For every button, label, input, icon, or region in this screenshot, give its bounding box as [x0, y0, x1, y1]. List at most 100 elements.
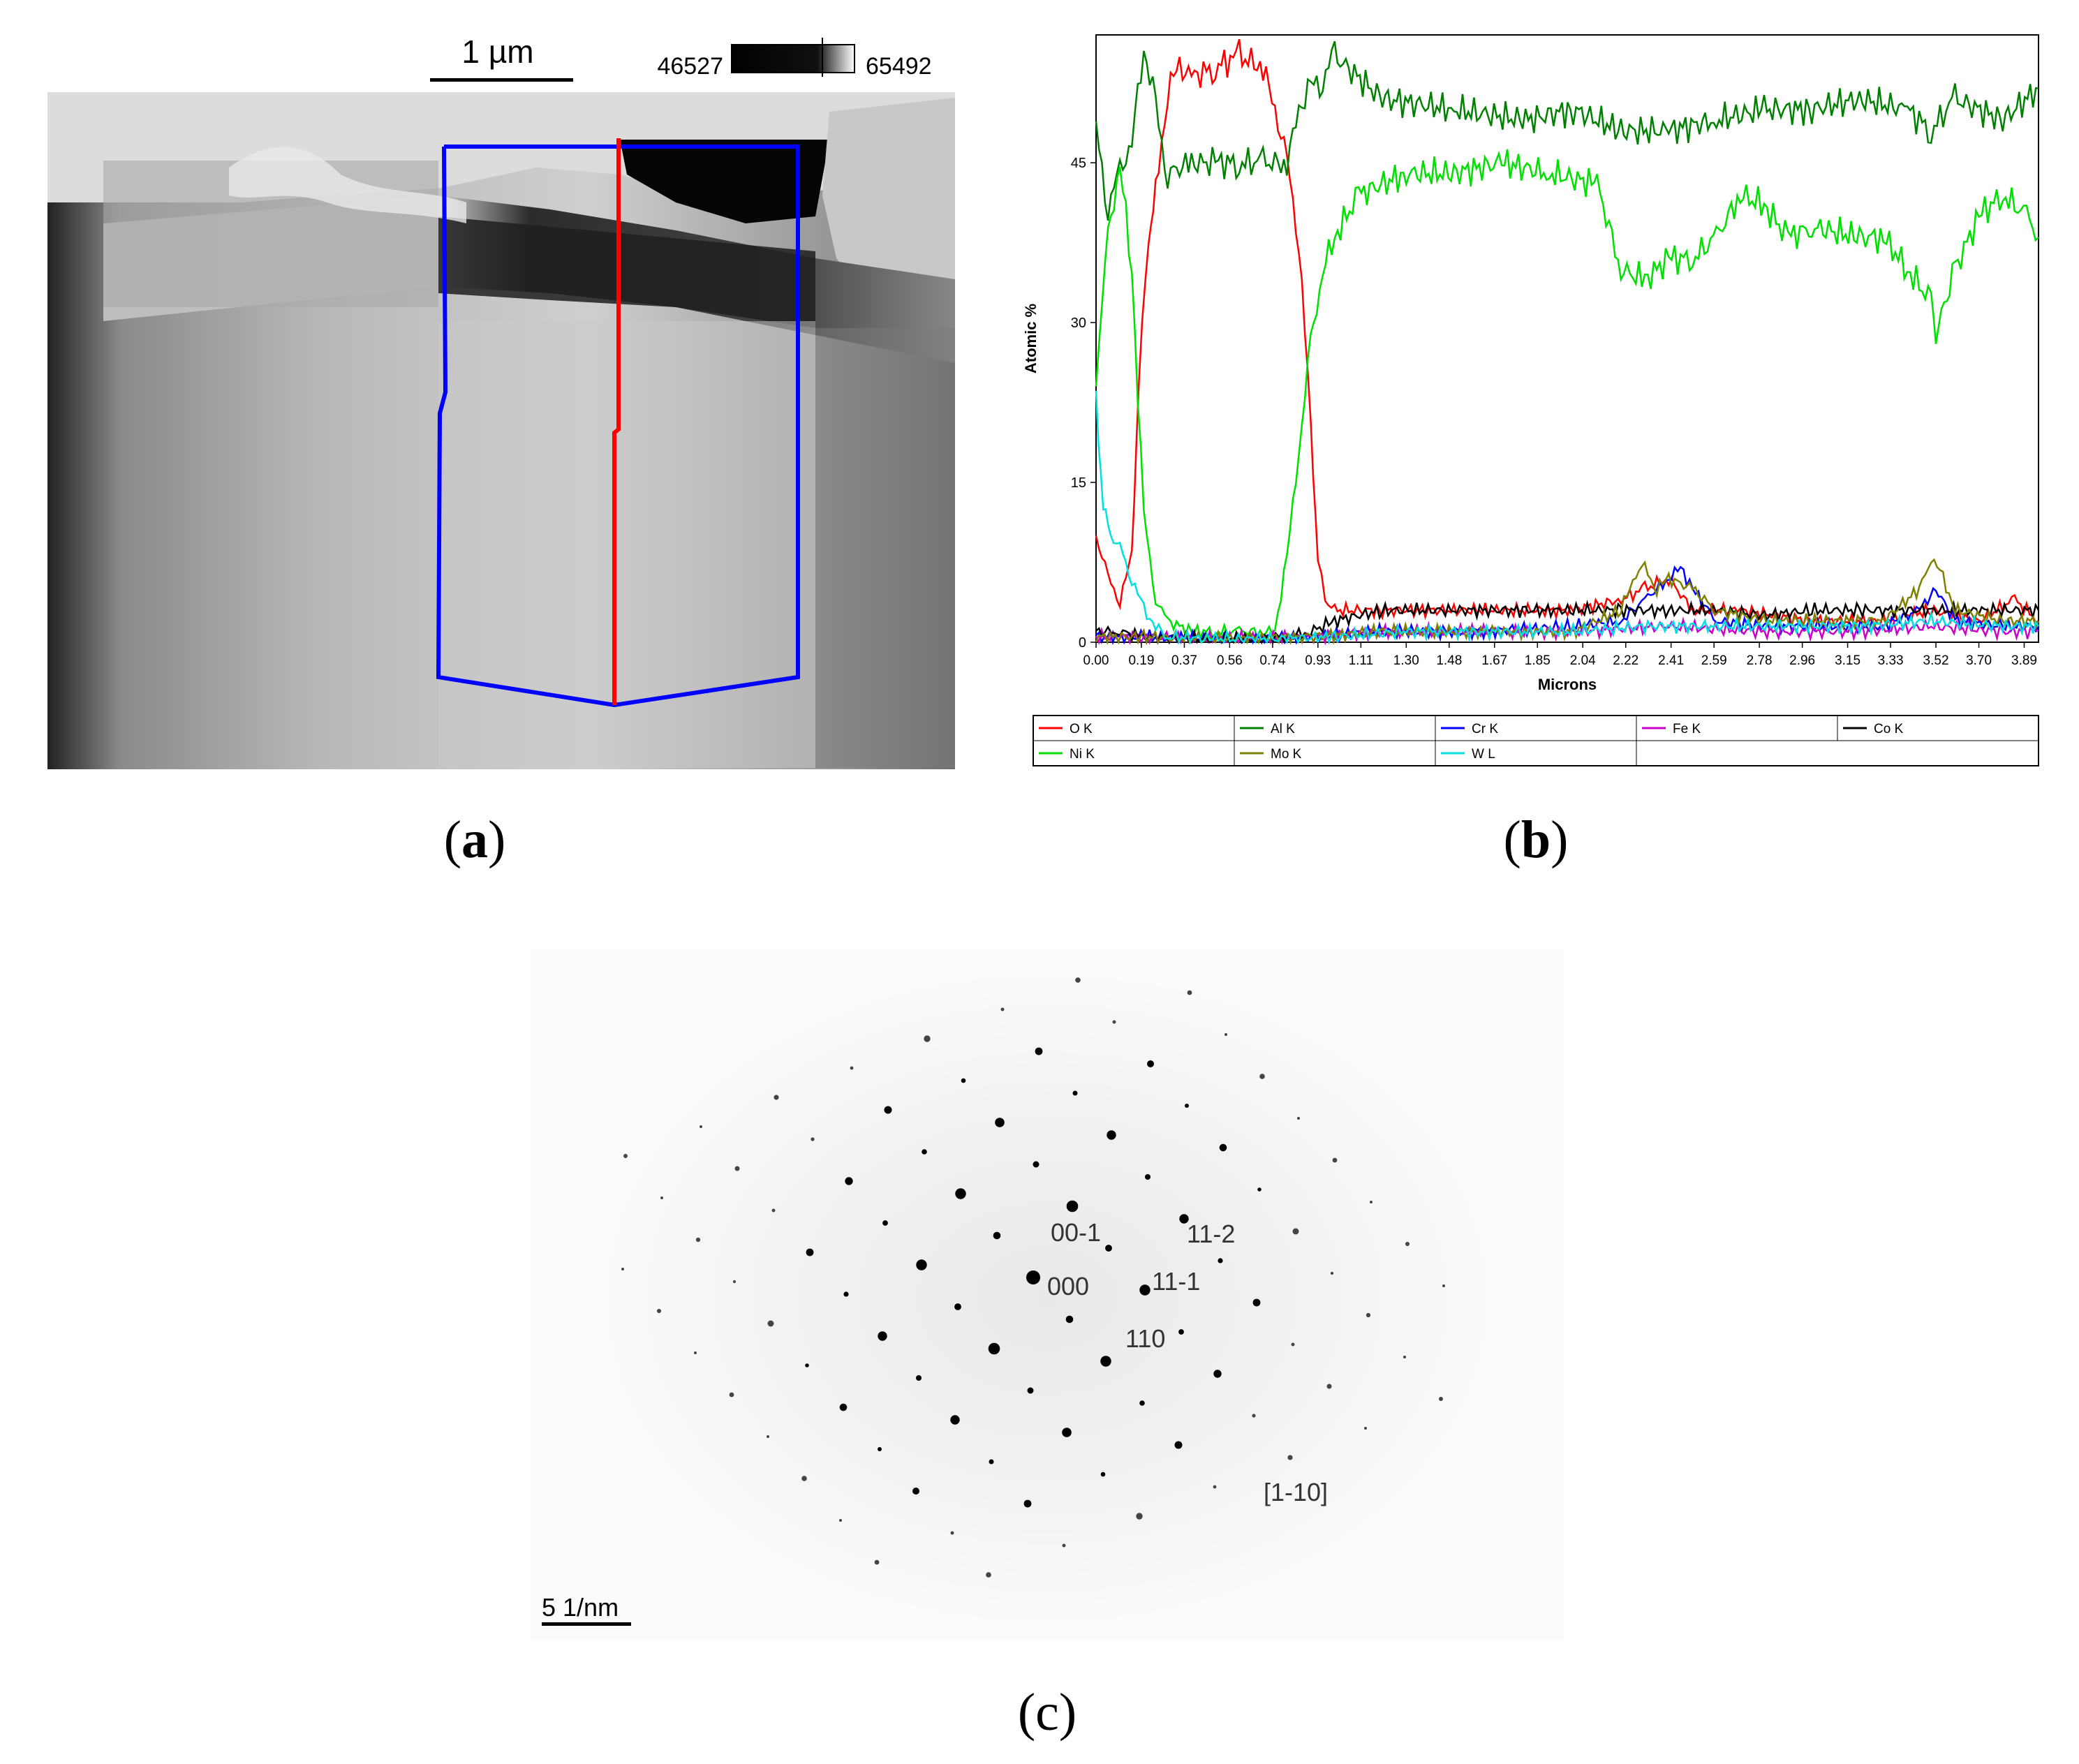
diffraction-spot [1178, 1329, 1184, 1335]
diffraction-spot [912, 1488, 919, 1495]
diffraction-spot [1259, 1074, 1265, 1079]
diffraction-spot [621, 1268, 624, 1270]
diffraction-spot [811, 1137, 815, 1141]
diffraction-spot [801, 1476, 807, 1481]
x-tick-label: 3.52 [1923, 653, 1949, 668]
eds-line-chart: 0.00 0.19 0.37 0.56 0.74 0.93 1.11 1.30 1.48 1.67… [1022, 34, 2040, 766]
scale-bar-label: 1 µm [461, 34, 533, 70]
x-tick-label: 2.41 [1658, 653, 1684, 668]
diffraction-spot [1218, 1258, 1223, 1263]
x-tick-label: 2.96 [1789, 653, 1815, 668]
series-line-ni-k [1095, 149, 2039, 642]
diffraction-spot [694, 1351, 697, 1354]
diffraction-spot [1257, 1187, 1262, 1192]
legend-entry: Fe K [1673, 722, 1701, 736]
x-tick-label: 1.30 [1393, 653, 1419, 668]
series-line-al-k [1095, 40, 2039, 221]
x-tick-label: 0.56 [1217, 653, 1243, 668]
diffraction-spot [1370, 1201, 1373, 1203]
legend-entry: Co K [1874, 722, 1904, 736]
diffraction-spot [1292, 1228, 1299, 1235]
intensity-min-label: 46527 [657, 53, 723, 80]
diffraction-spot [950, 1415, 960, 1425]
diffraction-spot [1000, 1007, 1005, 1011]
diffraction-spot [700, 1125, 702, 1128]
spot-label-000: 000 [1047, 1272, 1089, 1300]
series-line-mo-k [1095, 558, 2040, 646]
panel-b-eds-chart: 0.00 0.19 0.37 0.56 0.74 0.93 1.11 1.30 1.48 1.67… [1019, 28, 2052, 782]
diffraction-spot [1185, 1104, 1189, 1108]
diffraction-spot [845, 1177, 853, 1185]
x-tick-label: 1.85 [1525, 653, 1551, 668]
panel-c-diffraction-pattern: 00-1 11-2 000 11-1 110 [1-10] 5 1/nm [531, 949, 1564, 1640]
diffraction-spot [954, 1303, 961, 1310]
diffraction-spot [874, 1559, 880, 1565]
y-tick-label: 45 [1071, 156, 1086, 171]
y-tick-label: 15 [1071, 475, 1086, 491]
diffraction-scale-bar [542, 1622, 631, 1626]
diffraction-spot [884, 1106, 892, 1114]
diffraction-spots [621, 977, 1445, 1578]
chart-y-axis-label: Atomic % [1022, 304, 1040, 373]
diffraction-spot [1136, 1513, 1143, 1520]
diffraction-spot [1219, 1143, 1227, 1152]
diffraction-spot [850, 1066, 854, 1070]
diffraction-spot [805, 1363, 809, 1368]
diffraction-spot [1026, 1270, 1040, 1284]
diffraction-spot [1100, 1472, 1106, 1477]
diffraction-spot [882, 1220, 888, 1226]
diffraction-spot [1035, 1047, 1043, 1055]
diffraction-spot [1072, 1090, 1078, 1096]
diffraction-spot [993, 1231, 1001, 1240]
diffraction-spot [1062, 1543, 1066, 1548]
zone-axis-label: [1-10] [1264, 1478, 1328, 1506]
x-tick-label: 0.19 [1128, 653, 1154, 668]
x-tick-label: 1.67 [1481, 653, 1507, 668]
series-line-o-k [1095, 38, 2039, 632]
diffraction-spot [1023, 1499, 1032, 1508]
diffraction-spot [1145, 1174, 1151, 1180]
diffraction-spot [1100, 1356, 1111, 1367]
legend-entry: Ni K [1070, 747, 1095, 762]
diffraction-spot [1062, 1428, 1072, 1437]
diffraction-spot [1147, 1060, 1154, 1067]
x-tick-label: 1.48 [1436, 653, 1462, 668]
diffraction-spot [950, 1531, 954, 1535]
diffraction-spot [695, 1237, 701, 1243]
y-tick-label: 0 [1079, 635, 1086, 651]
x-tick-label: 2.59 [1701, 653, 1727, 668]
diffraction-spot [1075, 977, 1081, 983]
x-tick-label: 0.37 [1171, 653, 1197, 668]
spot-label-11-2: 11-2 [1187, 1220, 1235, 1248]
y-tick-label: 30 [1071, 316, 1086, 331]
diffraction-spot [961, 1078, 966, 1083]
chart-plot-frame [1095, 34, 2039, 643]
diffraction-spot [1066, 1200, 1079, 1213]
diffraction-spot [623, 1154, 628, 1158]
x-tick-label: 3.89 [2011, 653, 2037, 668]
x-tick-label: 3.33 [1878, 653, 1904, 668]
diffraction-spot [1364, 1427, 1367, 1430]
diffraction-spot [1439, 1397, 1443, 1401]
diffraction-spot [1107, 1130, 1116, 1140]
diffraction-spot [916, 1259, 927, 1270]
diffraction-spot [729, 1392, 734, 1398]
diffraction-spot [878, 1447, 882, 1451]
diffraction-spot [995, 1118, 1005, 1127]
diffraction-spot [1252, 1298, 1261, 1307]
diffraction-scale-label: 5 1/nm [542, 1593, 619, 1622]
panel-a-stem-image: 1 µm 46527 65492 [47, 28, 955, 775]
caption-a: (a) [443, 810, 506, 869]
diffraction-spot [1179, 1214, 1189, 1224]
diffraction-spot [1213, 1485, 1217, 1489]
legend-entry: W L [1472, 747, 1495, 762]
diffraction-spot [660, 1196, 663, 1199]
diffraction-spot [1330, 1271, 1334, 1275]
diffraction-svg: 00-1 11-2 000 11-1 110 [1-10] 5 1/nm [531, 949, 1564, 1640]
diffraction-spot [767, 1435, 769, 1438]
x-tick-label: 2.22 [1613, 653, 1638, 668]
diffraction-spot [1403, 1356, 1406, 1358]
legend-entry: Al K [1271, 722, 1295, 736]
diffraction-spot [806, 1248, 814, 1257]
diffraction-spot [1174, 1441, 1183, 1449]
